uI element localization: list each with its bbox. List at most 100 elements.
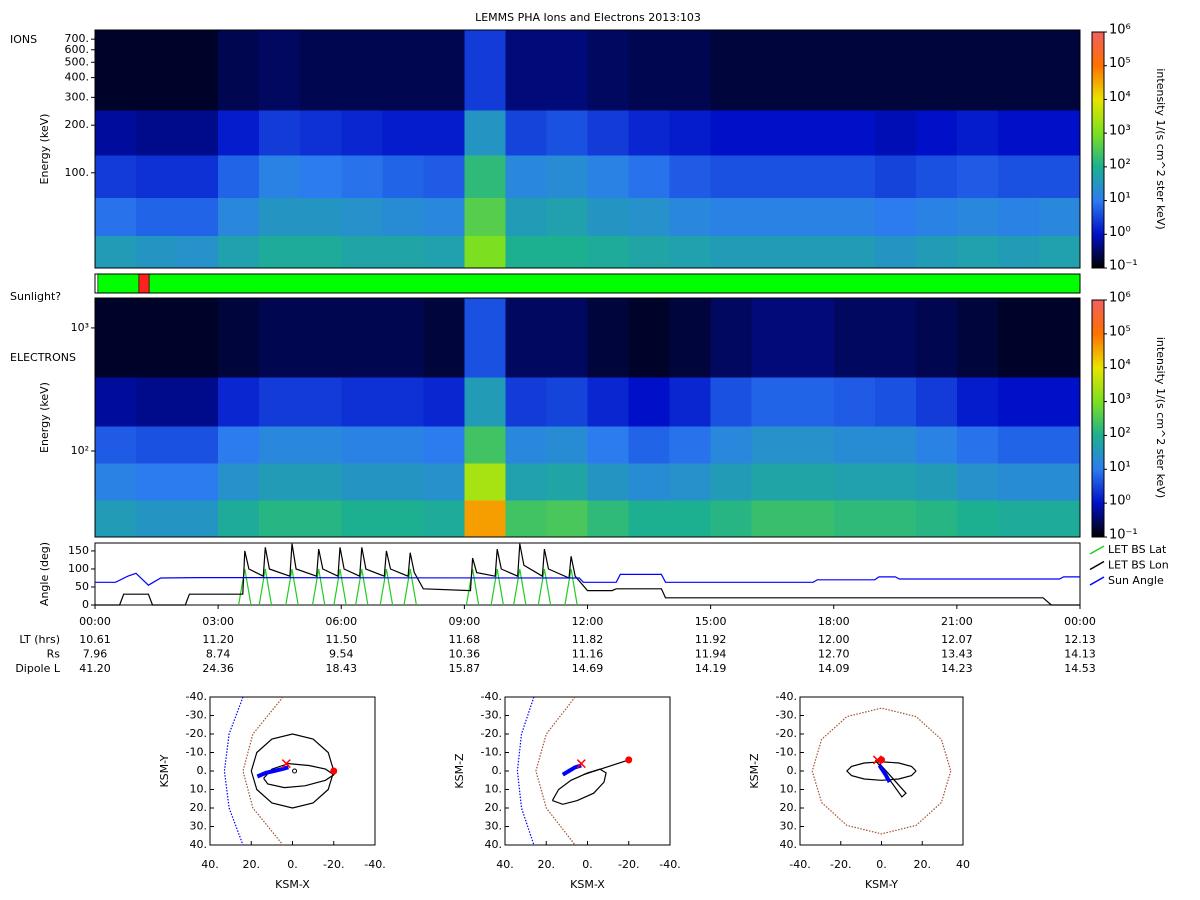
heat-cell xyxy=(505,462,547,501)
x-tick-label: 15:00 xyxy=(695,615,727,628)
x-tick-label: 18:00 xyxy=(818,615,850,628)
y-tick-label: 10³ xyxy=(71,321,89,334)
x-tick-label: -40. xyxy=(364,858,385,871)
heat-cell xyxy=(833,298,876,378)
heat-cell xyxy=(956,235,999,269)
heat-cell xyxy=(587,235,630,269)
plot-frame xyxy=(504,696,671,846)
heat-cell xyxy=(136,298,178,378)
orbit-line xyxy=(877,764,892,784)
heat-cell xyxy=(382,109,424,156)
heat-cell xyxy=(423,462,465,501)
ephemeris-value: 10.61 xyxy=(79,633,111,646)
x-axis-title: KSM-X xyxy=(570,878,605,891)
marker-dot xyxy=(625,756,633,764)
heat-cell xyxy=(710,197,753,237)
heat-cell xyxy=(792,462,835,501)
heat-cell xyxy=(259,109,301,156)
y-axis-title: KSM-Z xyxy=(748,753,761,789)
heat-cell xyxy=(710,425,753,464)
x-tick-label: -40. xyxy=(659,858,680,871)
ephemeris-value: 15.87 xyxy=(449,662,481,675)
heat-cell xyxy=(751,154,794,198)
y-tick-label: -20. xyxy=(186,727,207,740)
marker-dot xyxy=(330,767,338,775)
x-tick-label: -20. xyxy=(830,858,851,871)
y-tick-label: -10. xyxy=(481,746,502,759)
y-tick-label: -10. xyxy=(186,746,207,759)
heat-cell xyxy=(218,499,260,538)
heat-cell xyxy=(341,298,383,378)
x-tick-label: 00:00 xyxy=(1064,615,1096,628)
heat-cell xyxy=(997,109,1040,156)
heat-cell xyxy=(792,376,835,427)
y-tick-label: 100. xyxy=(65,166,90,179)
heat-cell xyxy=(628,499,671,538)
heat-cell xyxy=(956,376,999,427)
heat-cell xyxy=(710,462,753,501)
x-tick-label: -20. xyxy=(618,858,639,871)
legend-label: LET BS Lat xyxy=(1108,543,1167,556)
heat-cell xyxy=(136,425,178,464)
x-tick-label: 20. xyxy=(538,858,556,871)
heat-cell xyxy=(997,154,1040,198)
ephemeris-value: 12.07 xyxy=(941,633,973,646)
heat-cell xyxy=(300,499,342,538)
heat-cell xyxy=(341,376,383,427)
ephemeris-value: 8.74 xyxy=(206,648,231,661)
heat-cell xyxy=(915,376,958,427)
ephemeris-value: 24.36 xyxy=(202,662,234,675)
heat-cell xyxy=(587,425,630,464)
heat-cell xyxy=(136,376,178,427)
heat-cell xyxy=(669,376,712,427)
plot-frame xyxy=(94,297,1081,538)
ephemeris-value: 11.20 xyxy=(202,633,234,646)
x-tick-label: 21:00 xyxy=(941,615,973,628)
heat-cell xyxy=(1038,197,1081,237)
plot-frame xyxy=(94,542,1081,606)
colorbar-tick-label: 10⁶ xyxy=(1109,291,1131,306)
x-tick-label: 40 xyxy=(956,858,970,871)
heat-cell xyxy=(751,197,794,237)
heat-cell xyxy=(833,154,876,198)
heat-cell xyxy=(423,425,465,464)
colorbar-title: intensity 1/(s cm^2 ster keV) xyxy=(1154,337,1167,498)
heat-cell xyxy=(669,462,712,501)
heat-cell xyxy=(382,197,424,237)
marker-cross xyxy=(872,755,882,765)
y-tick-label: 100 xyxy=(68,562,89,575)
colorbar-tick-label: 10³ xyxy=(1109,392,1131,407)
x-tick-label: 40. xyxy=(201,858,219,871)
heat-cell xyxy=(423,499,465,538)
heat-cell xyxy=(546,499,588,538)
series-line xyxy=(95,543,1080,606)
heat-cell xyxy=(382,235,424,269)
heat-cell xyxy=(874,197,917,237)
heat-cell xyxy=(464,109,506,156)
heat-cell xyxy=(177,30,219,111)
heat-cell xyxy=(464,298,506,378)
colorbar-tick-label: 10² xyxy=(1109,426,1131,441)
heat-cell xyxy=(587,154,630,198)
heat-cell xyxy=(833,376,876,427)
heat-cell xyxy=(587,298,630,378)
heat-cell xyxy=(1038,499,1081,538)
ephemeris-label: Rs xyxy=(47,648,61,661)
heat-cell xyxy=(669,425,712,464)
ephemeris-label: LT (hrs) xyxy=(19,633,60,646)
ephemeris-value: 41.20 xyxy=(79,662,111,675)
heat-cell xyxy=(915,425,958,464)
colorbar-tick-label: 10⁻¹ xyxy=(1109,259,1138,274)
heat-cell xyxy=(341,425,383,464)
x-tick-label: 06:00 xyxy=(325,615,357,628)
heat-cell xyxy=(95,197,137,237)
heat-cell xyxy=(546,425,588,464)
y-tick-label: 0. xyxy=(197,764,208,777)
heat-cell xyxy=(341,499,383,538)
heat-cell xyxy=(464,376,506,427)
y-tick-label: 40. xyxy=(485,838,503,851)
y-tick-label: 10. xyxy=(485,783,503,796)
heat-cell xyxy=(997,425,1040,464)
y-tick-label: 20. xyxy=(485,801,503,814)
y-tick-label: 10. xyxy=(190,783,208,796)
